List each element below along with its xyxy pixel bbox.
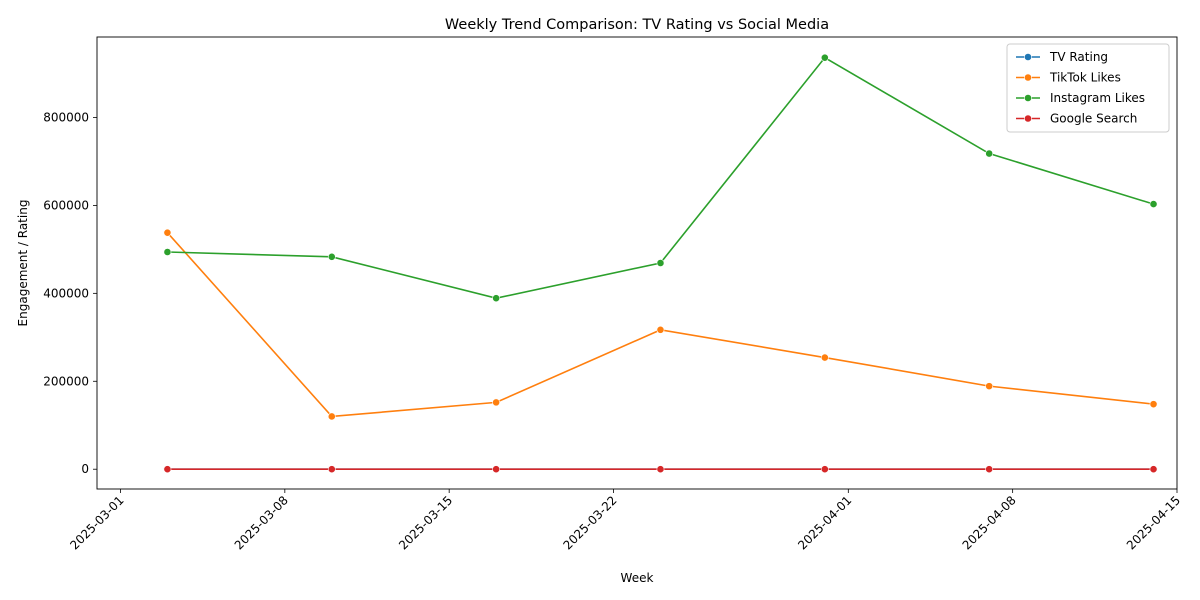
plot-area-frame xyxy=(96,36,1178,490)
series-layer xyxy=(163,53,1158,474)
legend-label: Instagram Likes xyxy=(1050,91,1145,105)
legend-label: TV Rating xyxy=(1049,50,1108,64)
data-point xyxy=(327,412,336,421)
x-tick-label: 2025-03-22 xyxy=(560,493,619,552)
data-point xyxy=(1149,400,1158,409)
x-tick-label: 2025-04-15 xyxy=(1124,493,1183,552)
x-tick-label: 2025-03-01 xyxy=(67,493,126,552)
y-axis: 0 200000 400000 600000 800000 xyxy=(43,110,97,476)
data-point xyxy=(327,252,336,261)
series-google-search xyxy=(163,465,1158,474)
y-tick-label: 600000 xyxy=(43,198,89,212)
legend-swatch-marker xyxy=(1024,53,1032,61)
data-point xyxy=(1149,465,1158,474)
data-point xyxy=(820,353,829,362)
legend-swatch-marker xyxy=(1024,94,1032,102)
y-tick-label: 200000 xyxy=(43,374,89,388)
data-point xyxy=(985,465,994,474)
legend-frame xyxy=(1006,43,1170,133)
data-point xyxy=(163,465,172,474)
data-point xyxy=(492,398,501,407)
data-point xyxy=(163,248,172,256)
chart-title: Weekly Trend Comparison: TV Rating vs So… xyxy=(445,17,829,33)
data-point xyxy=(656,259,665,267)
x-tick-label: 2025-03-15 xyxy=(396,493,455,552)
legend-swatch-marker xyxy=(1024,73,1032,82)
x-tick-label: 2025-04-01 xyxy=(795,493,854,552)
y-tick-label: 800000 xyxy=(43,110,89,124)
legend: TV Rating TikTok Likes Instagram Likes Goog… xyxy=(1006,43,1170,133)
data-point xyxy=(492,294,501,303)
data-point xyxy=(820,53,829,62)
y-tick-label: 0 xyxy=(81,462,89,476)
data-point xyxy=(656,325,665,334)
y-axis-label: Engagement / Rating xyxy=(16,200,30,327)
data-point xyxy=(163,228,172,237)
x-tick-label: 2025-04-08 xyxy=(960,493,1019,552)
data-point xyxy=(492,465,501,474)
legend-label: TikTok Likes xyxy=(1049,71,1121,85)
legend-swatch-marker xyxy=(1024,114,1032,123)
series-instagram-likes xyxy=(163,53,1158,303)
data-point xyxy=(985,149,994,158)
data-point xyxy=(820,465,829,474)
x-axis-label: Week xyxy=(621,571,654,585)
legend-label: Google Search xyxy=(1050,112,1137,126)
data-point xyxy=(1149,200,1158,208)
x-tick-label: 2025-03-08 xyxy=(232,493,291,552)
data-point xyxy=(327,465,336,474)
series-tiktok-likes xyxy=(163,228,1158,421)
x-axis: 2025-03-01 2025-03-08 2025-03-15 2025-03-22… xyxy=(67,489,1183,552)
data-point xyxy=(985,382,994,391)
y-tick-label: 400000 xyxy=(43,286,89,300)
data-point xyxy=(656,465,665,474)
